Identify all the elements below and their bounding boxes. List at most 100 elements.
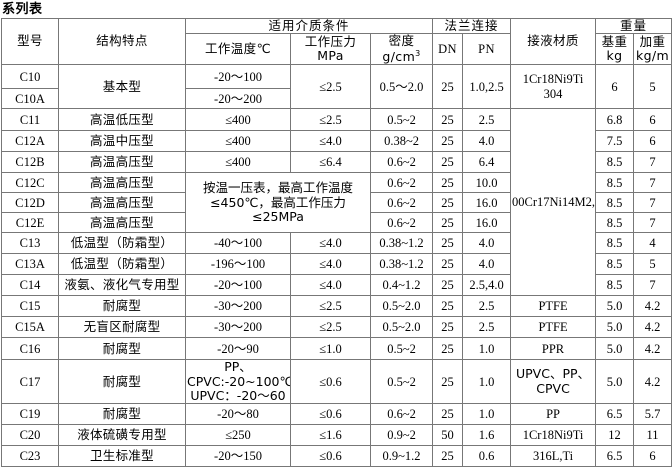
- col-header-base-weight-unit: kg: [606, 48, 623, 64]
- cell-pn: 2.5: [462, 316, 512, 339]
- cell-base-weight: 6.5: [595, 403, 635, 426]
- col-header-pressure: 工作压力 MPa: [290, 33, 371, 66]
- cell-temperature: ≤250: [185, 424, 291, 447]
- col-header-pressure-unit: MPa: [317, 48, 344, 64]
- cell-density: 0.5~2.0: [369, 295, 434, 318]
- cell-added-weight: 4: [633, 232, 672, 255]
- cell-structure: 无盲区耐腐型: [58, 316, 186, 339]
- cell-pn: 4.0: [462, 253, 512, 276]
- cell-added-weight: 5: [633, 253, 672, 276]
- cell-base-weight: 5.0: [595, 359, 635, 405]
- table-row: C14 液氨、液化气专用型 -20～100 ≤4.0 0.4~1.2 25 2.…: [1, 274, 672, 297]
- col-header-temperature: 工作温度℃: [185, 33, 291, 66]
- cell-model: C12E: [1, 212, 59, 234]
- cell-pressure: ≤4.0: [290, 130, 371, 153]
- cell-base-weight: 5.0: [595, 295, 635, 318]
- cell-dn: 50: [432, 424, 464, 447]
- cell-base-weight: 8.5: [595, 192, 635, 214]
- cell-pressure: ≤1.0: [290, 337, 371, 361]
- cell-dn: 25: [432, 445, 464, 467]
- cell-material: 316L,Ti: [510, 445, 597, 467]
- cell-added-weight: 7: [633, 172, 672, 194]
- table-row: C13A 低温型（防霜型） -196～100 ≤4.0 0.38~1.2 25 …: [1, 253, 672, 276]
- cell-structure: 耐腐型: [58, 359, 186, 405]
- cell-dn: 25: [432, 403, 464, 426]
- cell-dn: 25: [432, 253, 464, 276]
- cell-added-weight: 4.2: [633, 337, 672, 361]
- cell-structure: 耐腐型: [58, 337, 186, 361]
- cell-structure: 耐腐型: [58, 403, 186, 426]
- cell-base-weight: 8.5: [595, 212, 635, 234]
- cell-base-weight: 6: [595, 64, 635, 110]
- cell-structure: 低温型（防霜型）: [58, 253, 186, 276]
- cell-structure: 低温型（防霜型）: [58, 232, 186, 255]
- cell-temperature: -30～200: [185, 295, 291, 318]
- col-header-added-weight-unit: kg/m: [635, 48, 670, 64]
- cell-dn: 25: [432, 359, 464, 405]
- cell-density: 0.6~2: [369, 151, 434, 174]
- cell-model: C15: [1, 295, 59, 318]
- cell-pressure: ≤2.5: [290, 316, 371, 339]
- table-body: C10 基本型 -20～100 ≤2.5 0.5～2.0 25 1.0,2.5 …: [1, 64, 672, 467]
- cell-pressure: ≤1.6: [290, 424, 371, 447]
- cell-pressure: ≤0.6: [290, 403, 371, 426]
- col-group-medium-conditions: 适用介质条件: [184, 17, 434, 35]
- cell-pn: 4.0: [462, 130, 512, 153]
- col-header-dn: DN: [432, 33, 464, 66]
- cell-dn: 25: [432, 192, 464, 214]
- cell-dn: 25: [432, 295, 464, 318]
- cell-material: PTFE: [510, 316, 597, 339]
- cell-added-weight: 5.7: [633, 403, 672, 426]
- cell-base-weight: 6.8: [595, 108, 635, 132]
- table-row: C11 高温低压型 ≤400 ≤2.5 0.5~2 25 2.5 00Cr17N…: [1, 108, 672, 297]
- table-row: C19 耐腐型 -20～80 ≤0.6 0.6~2 25 1.0 PP 6.5 …: [1, 403, 672, 426]
- cell-pressure: ≤2.5: [290, 295, 371, 318]
- cell-pressure: ≤4.0: [290, 253, 371, 276]
- cell-model: C10A: [1, 88, 59, 110]
- cell-pn: 1.6: [462, 424, 512, 447]
- cell-added-weight: 6: [633, 445, 672, 467]
- cell-material: PP: [510, 403, 597, 426]
- cell-density: 0.5～2.0: [369, 64, 434, 110]
- cell-material: PPR: [510, 337, 597, 361]
- cell-structure: 高温低压型: [58, 108, 186, 132]
- cell-density: 0.5~2: [369, 359, 434, 405]
- page-title: 系列表: [2, 1, 43, 16]
- cell-added-weight: 4.2: [633, 359, 672, 405]
- cell-pn: 16.0: [462, 192, 512, 214]
- cell-model: C12B: [1, 151, 59, 174]
- cell-material: UPVC、PP、 CPVC: [510, 359, 597, 405]
- cell-added-weight: 4.2: [633, 295, 672, 318]
- cell-temperature: -196～100: [185, 253, 291, 276]
- cell-structure: 高温高压型: [58, 151, 186, 174]
- cell-dn: 25: [432, 212, 464, 234]
- cell-model: C10: [1, 64, 59, 90]
- cell-temperature: -40～100: [185, 232, 291, 255]
- cell-temperature: -20～200: [185, 88, 291, 110]
- cell-density: 0.38~1.2: [369, 232, 434, 255]
- cell-model: C23: [1, 445, 59, 467]
- cell-structure: 卫生标准型: [58, 445, 186, 467]
- cell-model: C12D: [1, 192, 59, 214]
- cell-model: C15A: [1, 316, 59, 339]
- cell-density: 0.5~2: [369, 337, 434, 361]
- cell-dn: 25: [432, 316, 464, 339]
- table-row: C16 耐腐型 -20～90 ≤1.0 0.5~2 25 1.0 PPR 5.0…: [1, 337, 672, 361]
- cell-model: C13A: [1, 253, 59, 276]
- cell-density: 0.5~2.0: [369, 316, 434, 339]
- header-row-1: 型号 结构特点 适用介质条件 法兰连接 接液材质 重量: [1, 17, 672, 66]
- col-header-base-weight: 基重 kg: [595, 33, 635, 66]
- table-row: C15A 无盲区耐腐型 -30～200 ≤2.5 0.5~2.0 25 2.5 …: [1, 316, 672, 339]
- cell-model: C12A: [1, 130, 59, 153]
- cell-material-line1: UPVC、PP、: [516, 366, 591, 382]
- cell-pressure: ≤6.4: [290, 151, 371, 174]
- cell-pn: 0.6: [462, 445, 512, 467]
- table-row: C10A -20～200: [1, 88, 672, 110]
- cell-density: 0.9~1.2: [369, 445, 434, 467]
- cell-pressure: ≤2.5: [290, 108, 371, 132]
- cell-structure: 高温高压型: [58, 172, 186, 194]
- cell-base-weight: 8.5: [595, 253, 635, 276]
- cell-structure: 高温高压型: [58, 212, 186, 234]
- cell-added-weight: 7: [633, 192, 672, 214]
- cell-density: 0.38~1.2: [369, 253, 434, 276]
